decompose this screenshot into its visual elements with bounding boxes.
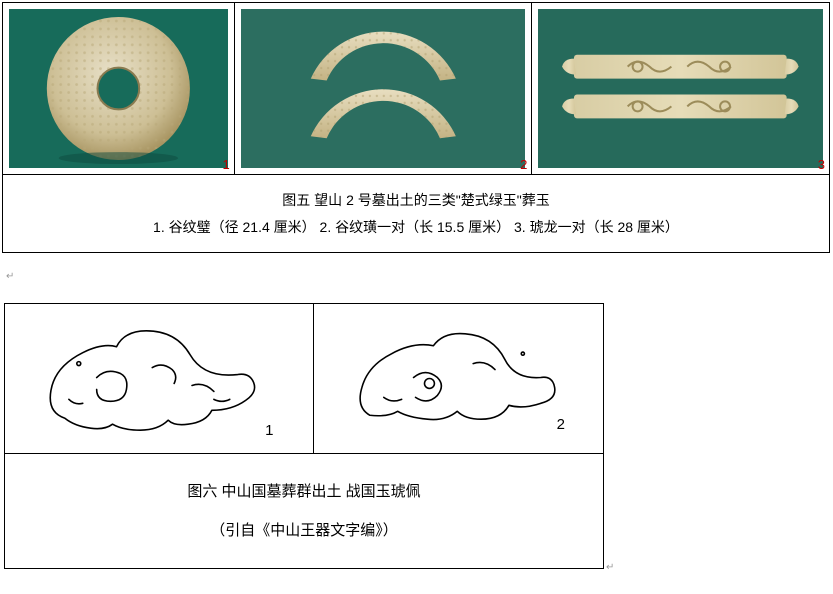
figure6-caption-cell: 图六 中山国墓葬群出土 战国玉琥佩 （引自《中山王器文字编》） — [5, 454, 604, 569]
figure-6-table: 1 2 图六 中山国墓葬群出土 战国玉琥佩 （引自《中山王器文字编》） — [4, 303, 604, 569]
bi-disc-photo — [9, 9, 228, 168]
figure5-image-2-cell: 2 — [234, 3, 532, 175]
editing-mark-icon-2: ↵ — [606, 562, 614, 573]
figure6-label-1: 1 — [265, 422, 273, 439]
figure-5-table: 1 — [2, 2, 830, 253]
bi-disc-icon — [9, 9, 228, 168]
figure5-label-1: 1 — [222, 157, 229, 172]
editing-mark-icon: ↵ — [6, 271, 14, 282]
hulong-pair-icon — [538, 9, 823, 168]
figure5-caption-cell: 图五 望山 2 号墓出土的三类"楚式绿玉"葬玉 1. 谷纹璧（径 21.4 厘米… — [3, 175, 830, 253]
figure6-label-2: 2 — [557, 416, 565, 433]
figure6-caption-line2: （引自《中山王器文字编》） — [13, 511, 595, 550]
figure5-label-3: 3 — [818, 157, 825, 172]
figure5-image-3-cell: 3 — [532, 3, 830, 175]
figure6-image-2-cell: 2 — [314, 304, 604, 454]
hulong-pair-photo — [538, 9, 823, 168]
huang-pair-icon — [241, 9, 526, 168]
figure6-image-1-cell: 1 — [5, 304, 314, 454]
figure5-image-1-cell: 1 — [3, 3, 235, 175]
figure5-caption-title: 图五 望山 2 号墓出土的三类"楚式绿玉"葬玉 — [11, 187, 821, 214]
figure5-caption-items: 1. 谷纹璧（径 21.4 厘米） 2. 谷纹璜一对（长 15.5 厘米） 3.… — [11, 214, 821, 241]
spacer: ↵ — [2, 253, 831, 303]
huang-pair-photo — [241, 9, 526, 168]
figure6-caption-line1: 图六 中山国墓葬群出土 战国玉琥佩 — [13, 472, 595, 511]
figure5-label-2: 2 — [520, 157, 527, 172]
